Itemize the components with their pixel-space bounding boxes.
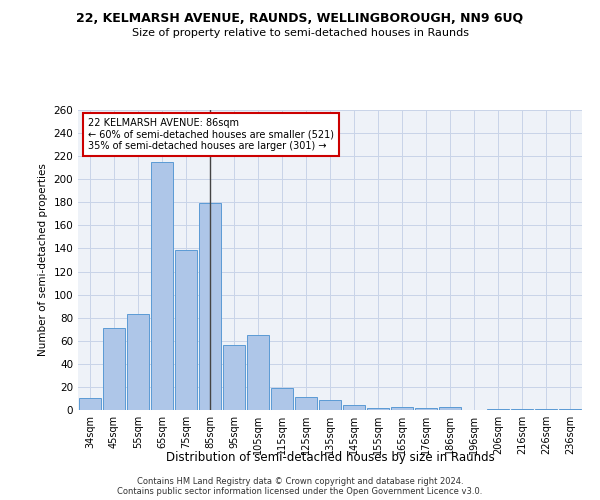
Y-axis label: Number of semi-detached properties: Number of semi-detached properties bbox=[38, 164, 48, 356]
Bar bbox=[343, 406, 365, 410]
Bar bbox=[415, 408, 437, 410]
Bar bbox=[247, 335, 269, 410]
Bar bbox=[439, 406, 461, 410]
Text: Size of property relative to semi-detached houses in Raunds: Size of property relative to semi-detach… bbox=[131, 28, 469, 38]
Bar bbox=[391, 406, 413, 410]
Bar bbox=[295, 398, 317, 410]
Bar bbox=[271, 388, 293, 410]
Bar bbox=[103, 328, 125, 410]
Bar bbox=[199, 204, 221, 410]
Bar bbox=[319, 400, 341, 410]
Text: Contains HM Land Registry data © Crown copyright and database right 2024.: Contains HM Land Registry data © Crown c… bbox=[137, 476, 463, 486]
Bar bbox=[79, 398, 101, 410]
Text: 22, KELMARSH AVENUE, RAUNDS, WELLINGBOROUGH, NN9 6UQ: 22, KELMARSH AVENUE, RAUNDS, WELLINGBORO… bbox=[76, 12, 524, 26]
Text: Distribution of semi-detached houses by size in Raunds: Distribution of semi-detached houses by … bbox=[166, 451, 494, 464]
Bar bbox=[127, 314, 149, 410]
Bar bbox=[175, 250, 197, 410]
Bar bbox=[559, 409, 581, 410]
Text: 22 KELMARSH AVENUE: 86sqm
← 60% of semi-detached houses are smaller (521)
35% of: 22 KELMARSH AVENUE: 86sqm ← 60% of semi-… bbox=[88, 118, 334, 150]
Bar bbox=[511, 409, 533, 410]
Bar bbox=[487, 409, 509, 410]
Bar bbox=[151, 162, 173, 410]
Bar bbox=[367, 408, 389, 410]
Bar bbox=[223, 346, 245, 410]
Bar bbox=[535, 409, 557, 410]
Text: Contains public sector information licensed under the Open Government Licence v3: Contains public sector information licen… bbox=[118, 486, 482, 496]
